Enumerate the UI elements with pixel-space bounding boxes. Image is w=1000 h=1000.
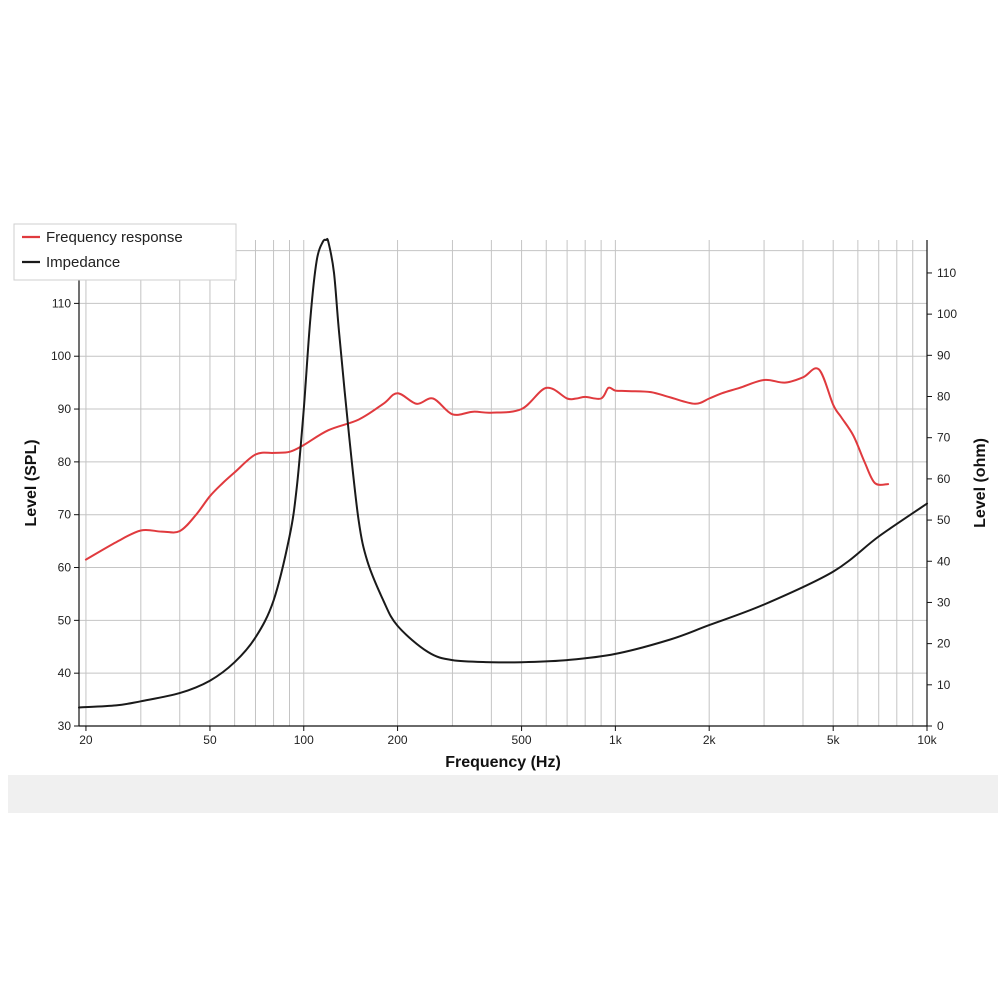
y-left-tick-label: 110	[52, 296, 71, 310]
x-tick-label: 50	[203, 733, 217, 747]
series-layer	[78, 237, 928, 709]
y-right-tick-label: 100	[937, 307, 957, 321]
y-left-tick-label: 100	[51, 349, 71, 363]
impedance-line	[78, 237, 928, 709]
x-axis-title: Frequency (Hz)	[445, 754, 561, 771]
legend-label-impedance: Impedance	[46, 254, 120, 271]
y-left-tick-label: 70	[58, 508, 72, 522]
y-right-tick-label: 30	[937, 595, 951, 609]
x-tick-label: 5k	[827, 733, 841, 747]
axes	[78, 240, 928, 727]
y-left-tick-label: 90	[58, 402, 72, 416]
legend: Frequency response Impedance	[13, 223, 237, 281]
tick-labels: 20 50 100 200 500 1k 2k 5k 10k304050607080901001…	[51, 244, 957, 747]
x-tick-label: 20	[79, 733, 93, 747]
frequency-response-line	[84, 367, 890, 561]
y-right-tick-label: 110	[937, 266, 956, 280]
y-right-tick-label: 10	[937, 678, 951, 692]
x-tick-label: 100	[294, 733, 314, 747]
y-right-tick-label: 40	[937, 554, 951, 568]
left-axis-title: Level (SPL)	[23, 439, 40, 526]
bottom-strip	[8, 775, 998, 813]
right-axis-title: Level (ohm)	[972, 438, 989, 528]
grid	[79, 240, 927, 727]
y-right-tick-label: 60	[937, 472, 951, 486]
y-right-tick-label: 50	[937, 513, 951, 527]
y-right-tick-label: 20	[937, 637, 951, 651]
legend-label-frequency-response: Frequency response	[46, 229, 183, 246]
y-right-tick-label: 80	[937, 390, 951, 404]
y-left-tick-label: 50	[58, 613, 72, 627]
x-tick-label: 10k	[917, 733, 937, 747]
x-tick-label: 500	[512, 733, 532, 747]
x-tick-label: 200	[388, 733, 408, 747]
y-right-tick-label: 90	[937, 348, 951, 362]
y-right-tick-label: 0	[937, 719, 944, 733]
y-left-tick-label: 60	[58, 561, 72, 575]
x-tick-label: 2k	[703, 733, 717, 747]
x-tick-label: 1k	[609, 733, 623, 747]
y-left-tick-label: 80	[58, 455, 72, 469]
y-left-tick-label: 30	[58, 719, 72, 733]
plot-area	[79, 240, 927, 726]
legend-box	[13, 223, 237, 281]
y-right-tick-label: 70	[937, 431, 951, 445]
y-left-tick-label: 40	[58, 666, 72, 680]
